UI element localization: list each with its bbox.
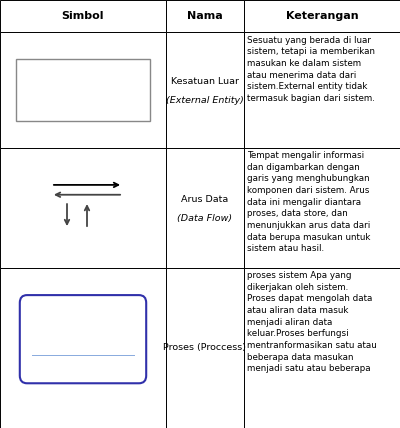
Bar xyxy=(166,268,244,428)
FancyBboxPatch shape xyxy=(20,295,146,383)
Text: Keterangan: Keterangan xyxy=(286,11,358,21)
Bar xyxy=(166,32,244,148)
Text: Simbol: Simbol xyxy=(62,11,104,21)
Text: Nama: Nama xyxy=(187,11,223,21)
Text: (External Entity): (External Entity) xyxy=(166,96,244,105)
Text: Tempat mengalir informasi
dan digambarkan dengan
garis yang menghubungkan
kompon: Tempat mengalir informasi dan digambarka… xyxy=(247,151,370,253)
Bar xyxy=(244,0,400,32)
Text: Sesuatu yang berada di luar
sistem, tetapi ia memberikan
masukan ke dalam sistem: Sesuatu yang berada di luar sistem, teta… xyxy=(247,36,375,103)
Bar xyxy=(244,32,400,148)
Bar xyxy=(244,148,400,268)
Bar xyxy=(0,268,166,428)
Text: Arus Data: Arus Data xyxy=(181,194,229,204)
Text: Kesatuan Luar: Kesatuan Luar xyxy=(171,77,239,86)
Text: (Data Flow): (Data Flow) xyxy=(178,214,232,223)
Bar xyxy=(16,59,150,121)
Bar xyxy=(0,32,166,148)
Bar xyxy=(0,0,166,32)
Bar xyxy=(244,268,400,428)
Bar xyxy=(166,148,244,268)
Text: proses sistem Apa yang
dikerjakan oleh sistem.
Proses dapat mengolah data
atau a: proses sistem Apa yang dikerjakan oleh s… xyxy=(247,271,377,373)
Bar xyxy=(166,0,244,32)
Text: Proses (Proccess): Proses (Proccess) xyxy=(164,343,246,352)
Bar xyxy=(0,148,166,268)
